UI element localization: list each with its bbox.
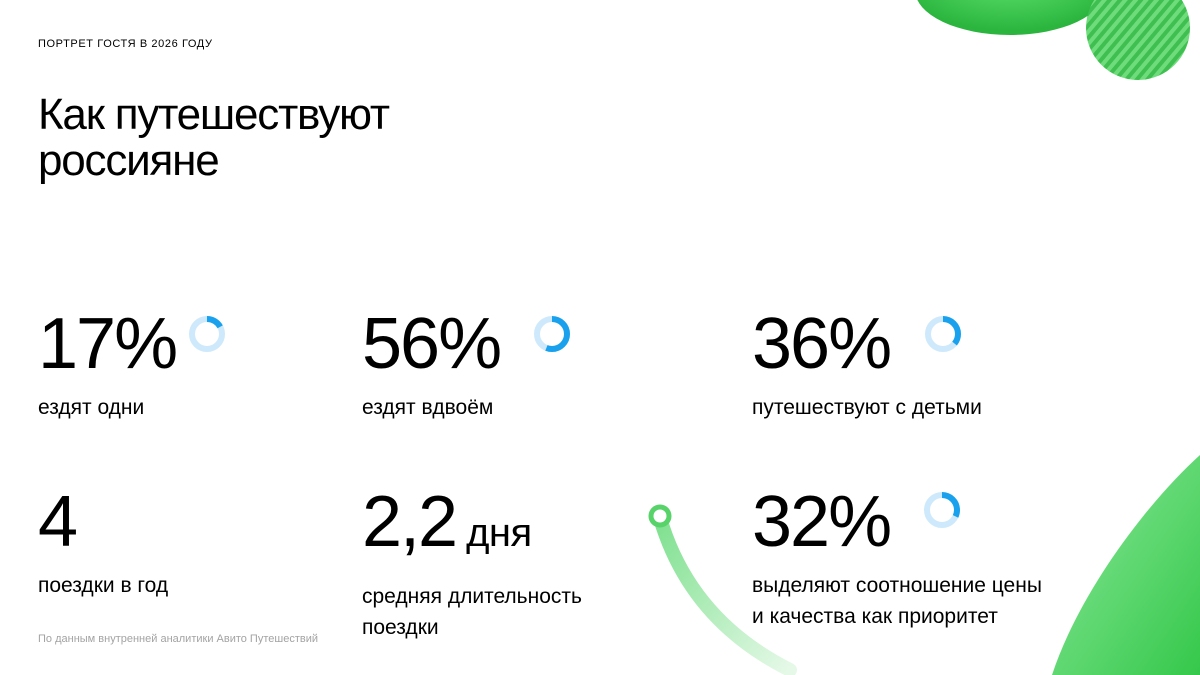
green-arc-knob: [648, 504, 672, 528]
green-shape-bottom-right: [1052, 455, 1200, 675]
stat-trip-duration: 2,2 дня средняя длительность поездки: [362, 486, 582, 643]
stat-price-quality: 32% выделяют соотношение цены и качества…: [752, 486, 1042, 632]
footnote: По данным внутренней аналитики Авито Пут…: [38, 633, 318, 645]
stat-label: средняя длительность поездки: [362, 581, 582, 643]
donut-icon-with-kids: [925, 316, 961, 352]
stat-value: 4: [38, 482, 78, 562]
stat-value: 17%: [38, 304, 178, 384]
stat-with-kids: 36% путешествуют с детьми: [752, 308, 982, 423]
donut-arc: [534, 316, 570, 352]
stat-label-line-1: выделяют соотношение цены: [752, 574, 1042, 597]
donut-icon-price-quality: [924, 492, 960, 528]
stat-label-line-1: средняя длительность: [362, 585, 582, 608]
green-blob-top: [917, 0, 1103, 35]
stat-value: 2,2: [362, 482, 458, 562]
donut-arc: [924, 492, 960, 528]
donut-icon-couple: [534, 316, 570, 352]
stat-label: путешествуют с детьми: [752, 396, 982, 419]
donut-arc: [925, 316, 961, 352]
stat-label-line-2: поездки: [362, 616, 439, 639]
stat-value: 56%: [362, 304, 502, 384]
stat-label: ездят вдвоём: [362, 396, 494, 419]
stat-label: выделяют соотношение цены и качества как…: [752, 570, 1042, 632]
title-line-1: Как путешествуют: [38, 90, 390, 139]
stat-label-line-2: и качества как приоритет: [752, 605, 998, 628]
title-line-2: россияне: [38, 136, 220, 185]
page-title: Как путешествуют россияне: [38, 90, 390, 185]
stat-label: поездки в год: [38, 574, 169, 597]
page-kicker: ПОРТРЕТ ГОСТЯ В 2026 ГОДУ: [38, 38, 213, 50]
stat-value: 32%: [752, 482, 892, 562]
donut-icon-solo: [189, 316, 225, 352]
stat-unit: дня: [466, 511, 532, 555]
stat-value-row: 2,2 дня: [362, 486, 582, 569]
donut-arc: [189, 316, 225, 352]
stat-solo: 17% ездят одни: [38, 304, 178, 423]
striped-sphere: [1086, 0, 1190, 80]
stat-value: 36%: [752, 304, 892, 384]
stat-trips-per-year: 4 поездки в год: [38, 486, 168, 601]
stat-label: ездят одни: [38, 396, 145, 419]
stat-couple: 56% ездят вдвоём: [362, 304, 502, 423]
